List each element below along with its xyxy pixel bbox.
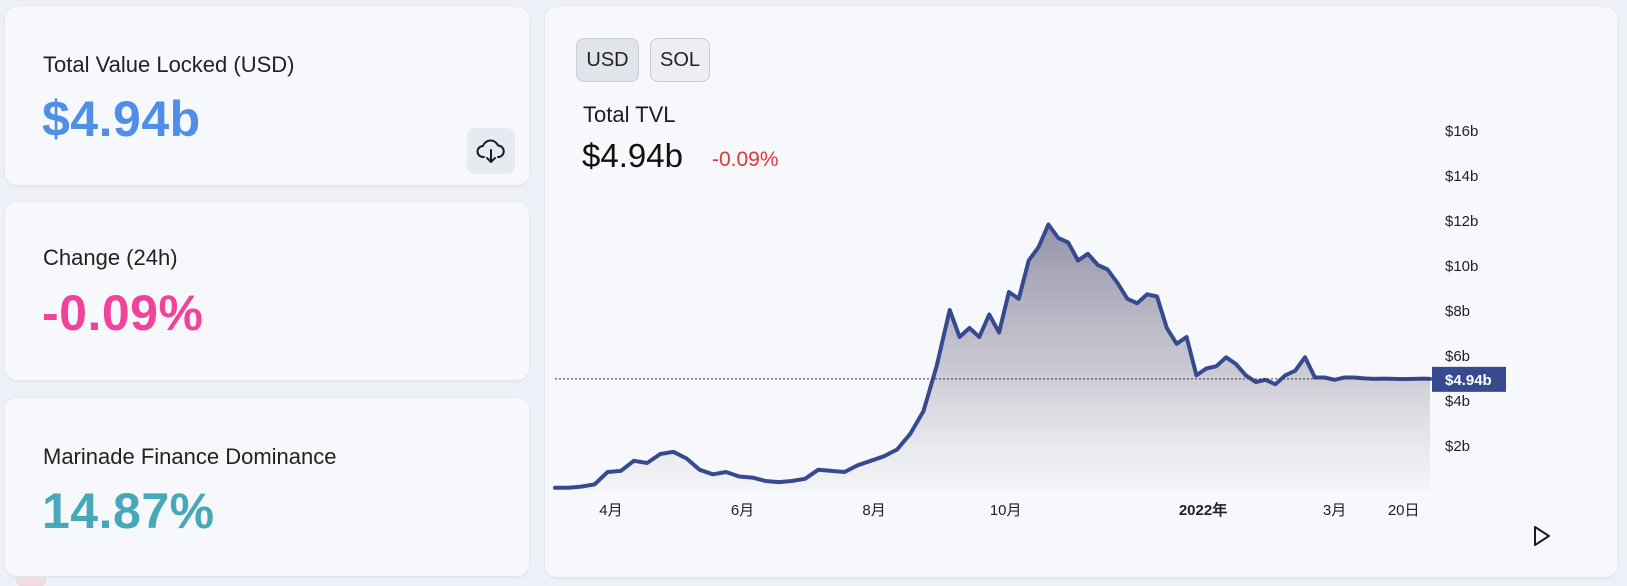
dominance-card: Marinade Finance Dominance 14.87% xyxy=(5,398,529,576)
tvl-value: $4.94b xyxy=(42,91,201,147)
play-button[interactable] xyxy=(1531,524,1553,548)
dominance-value: 14.87% xyxy=(42,483,215,539)
x-tick-label: 8月 xyxy=(862,502,885,519)
tvl-label: Total Value Locked (USD) xyxy=(43,52,295,77)
chart-value: $4.94b xyxy=(582,137,683,174)
play-icon xyxy=(1534,526,1550,546)
change-value: -0.09% xyxy=(42,285,204,341)
download-button[interactable] xyxy=(467,128,515,174)
x-tick-label: 10月 xyxy=(990,502,1022,519)
tvl-card: Total Value Locked (USD) $4.94b xyxy=(5,7,529,185)
chart-title: Total TVL xyxy=(583,102,676,127)
tvl-series-line xyxy=(553,222,1432,490)
y-tick-label: $16b xyxy=(1445,123,1478,140)
change-label: Change (24h) xyxy=(43,245,178,270)
x-tick-label: 6月 xyxy=(731,502,754,519)
tvl-chart-card: $2b $4b $6b $8b $10b $12b $14b $16b $4.94b 4月 6月 8月… xyxy=(545,7,1617,577)
y-tick-label: $10b xyxy=(1445,258,1478,275)
x-tick-label: 20日 xyxy=(1388,502,1420,519)
toggle-usd[interactable]: USD xyxy=(576,38,639,82)
change-card: Change (24h) -0.09% xyxy=(5,202,529,380)
y-tick-label: $14b xyxy=(1445,168,1478,185)
cloud-download-icon xyxy=(476,139,505,163)
y-tick-label: $4b xyxy=(1445,393,1470,410)
x-tick-label: 4月 xyxy=(599,502,622,519)
x-tick-label: 3月 xyxy=(1323,502,1346,519)
toggle-sol[interactable]: SOL xyxy=(650,38,710,82)
tvl-chart: $2b $4b $6b $8b $10b $12b $14b $16b $4.94b 4月 6月 8月… xyxy=(553,123,1506,519)
y-tick-label: $6b xyxy=(1445,348,1470,365)
y-tick-label: $12b xyxy=(1445,213,1478,230)
tvl-area xyxy=(555,224,1430,490)
x-tick-label: 2022年 xyxy=(1179,501,1227,519)
current-value-badge-label: $4.94b xyxy=(1445,372,1492,389)
y-tick-label: $8b xyxy=(1445,303,1470,320)
current-value-badge xyxy=(1432,366,1506,392)
y-tick-label: $2b xyxy=(1445,438,1470,455)
chart-change: -0.09% xyxy=(712,148,779,171)
dominance-label: Marinade Finance Dominance xyxy=(43,444,337,469)
